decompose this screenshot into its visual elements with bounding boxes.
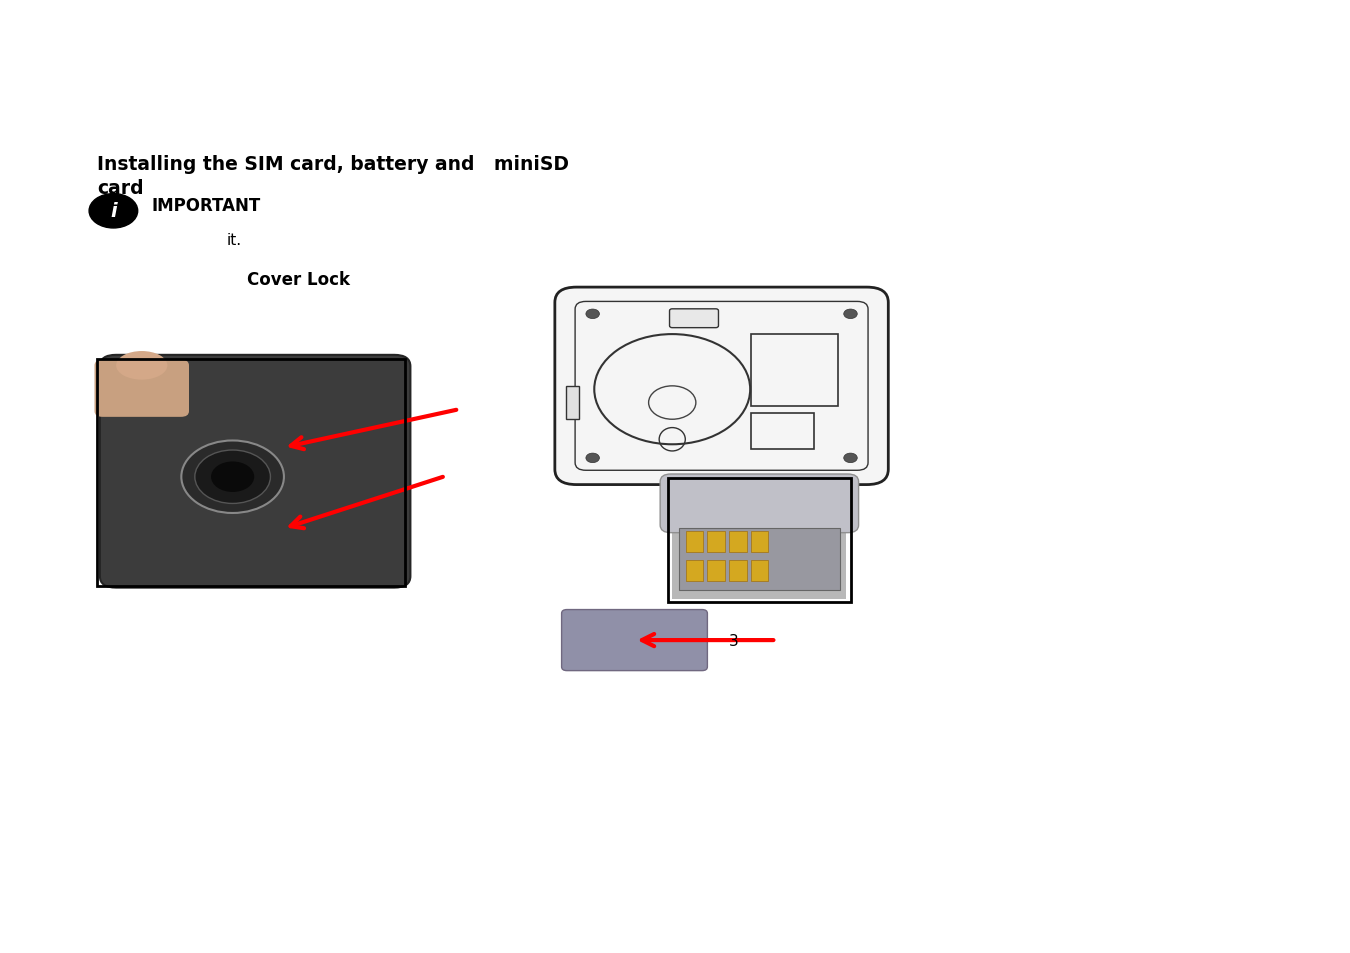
Bar — [751, 335, 837, 407]
Bar — [751, 414, 814, 450]
Text: i: i — [111, 202, 116, 221]
Bar — [751, 560, 768, 581]
Circle shape — [844, 310, 857, 319]
Bar — [751, 532, 768, 553]
Bar — [686, 560, 703, 581]
Text: IMPORTANT: IMPORTANT — [151, 197, 261, 214]
FancyBboxPatch shape — [670, 310, 718, 329]
FancyBboxPatch shape — [95, 360, 189, 417]
Bar — [97, 359, 405, 586]
Bar — [679, 529, 840, 591]
Text: it.: it. — [227, 233, 242, 248]
Text: 3: 3 — [729, 633, 738, 648]
Bar — [566, 387, 579, 419]
Bar — [672, 481, 846, 599]
Bar — [103, 363, 400, 582]
Circle shape — [211, 462, 254, 493]
Bar — [686, 532, 703, 553]
Bar — [707, 560, 725, 581]
Circle shape — [89, 194, 138, 229]
Bar — [729, 560, 747, 581]
Circle shape — [194, 451, 270, 504]
FancyBboxPatch shape — [100, 355, 410, 588]
Bar — [707, 532, 725, 553]
Text: Cover Lock: Cover Lock — [247, 272, 350, 289]
Bar — [729, 532, 747, 553]
FancyBboxPatch shape — [562, 610, 707, 671]
Circle shape — [586, 454, 599, 463]
Circle shape — [586, 310, 599, 319]
Text: Installing the SIM card, battery and   miniSD: Installing the SIM card, battery and min… — [97, 154, 570, 173]
Circle shape — [844, 454, 857, 463]
Bar — [668, 478, 850, 602]
Text: card: card — [97, 179, 144, 198]
Ellipse shape — [116, 352, 167, 380]
Circle shape — [181, 441, 284, 514]
FancyBboxPatch shape — [555, 288, 888, 485]
FancyBboxPatch shape — [660, 475, 859, 533]
